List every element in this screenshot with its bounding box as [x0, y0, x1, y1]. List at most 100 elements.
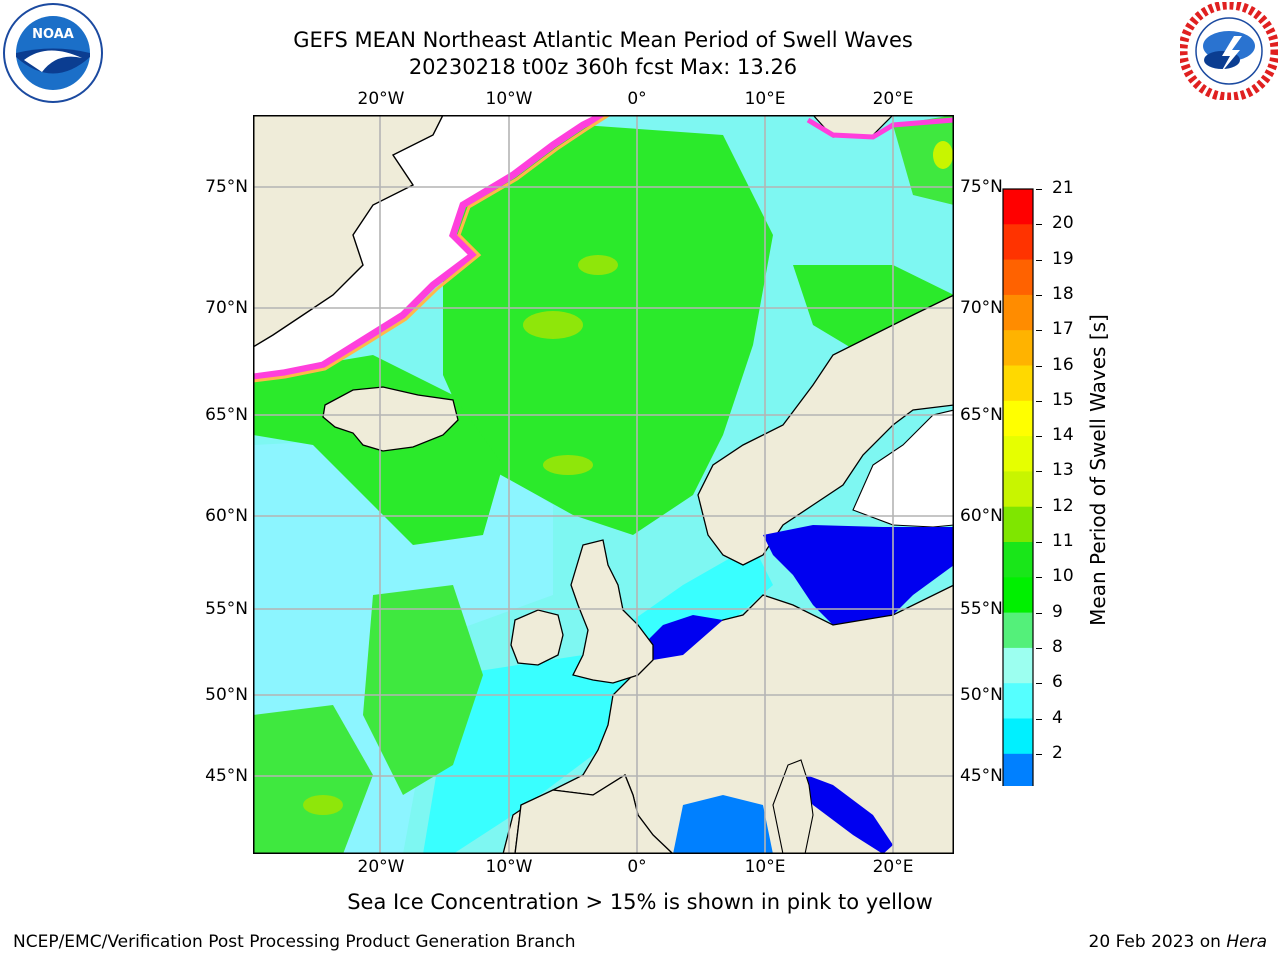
scandinavia-land	[697, 293, 955, 566]
lat-label-left: 70°N	[205, 298, 248, 318]
colorbar-segment	[1003, 612, 1033, 649]
colorbar-segment	[1003, 718, 1033, 755]
colorbar-tick-mark	[1036, 577, 1042, 579]
map-svg	[252, 111, 955, 855]
map-frame	[253, 115, 954, 854]
greenland-coast	[252, 114, 444, 348]
peak-zone	[523, 311, 583, 339]
lon-label-top: 10°E	[744, 89, 786, 109]
colorbar-segment	[1003, 224, 1033, 261]
colorbar-tick-label: 20	[1052, 213, 1074, 234]
lat-label-right: 60°N	[960, 506, 1003, 526]
lat-label-left: 75°N	[205, 177, 248, 197]
lat-label-left: 60°N	[205, 506, 248, 526]
ice-edge-inner	[252, 113, 610, 383]
green-zone	[433, 125, 773, 535]
lon-label-bottom: 20°E	[872, 857, 914, 877]
mediterranean-sea	[673, 795, 773, 854]
colorbar-tick-mark	[1036, 506, 1042, 508]
colorbar-segment	[1003, 577, 1033, 614]
lat-label-right: 55°N	[960, 599, 1003, 619]
colorbar-tick-mark	[1036, 189, 1042, 190]
colorbar-segment	[1003, 753, 1033, 790]
colorbar-segment	[1003, 436, 1033, 472]
footer-right: 20 Feb 2023 on Hera	[1089, 932, 1267, 952]
colorbar-svg	[1002, 188, 1034, 821]
ice-edge	[252, 111, 605, 381]
lon-label-top: 20°E	[872, 89, 914, 109]
lat-label-right: 65°N	[960, 405, 1003, 425]
lon-label-bottom: 10°E	[744, 857, 786, 877]
colorbar-tick-label: 13	[1052, 460, 1074, 481]
footer-host: Hera	[1226, 932, 1267, 952]
lat-label-left: 50°N	[205, 685, 248, 705]
peak-zone	[303, 795, 343, 815]
colorbar-tick-label: 19	[1052, 248, 1074, 269]
lon-label-top: 20°W	[357, 89, 405, 109]
ireland-land	[510, 609, 564, 666]
green-zone	[893, 115, 954, 205]
baltic-sea	[763, 525, 954, 625]
chart-title: GEFS MEAN Northeast Atlantic Mean Period…	[293, 28, 913, 52]
lon-label-top: 0°	[627, 89, 647, 109]
colorbar-tick-mark	[1036, 365, 1042, 367]
footer-date: 20 Feb 2023 on	[1088, 932, 1227, 952]
colorbar-tick-label: 17	[1052, 319, 1074, 340]
svalbard-ice-edge	[806, 117, 955, 140]
colorbar-segment	[1003, 471, 1033, 508]
great-britain-land	[570, 539, 654, 684]
noaa-logo: NOAA	[2, 2, 104, 104]
iberia-land	[514, 774, 675, 855]
colorbar-tick-mark	[1036, 683, 1042, 685]
green-zone	[253, 705, 373, 854]
lat-label-left: 65°N	[205, 405, 248, 425]
colorbar-tick-label: 16	[1052, 354, 1074, 375]
colorbar-segment	[1003, 400, 1033, 437]
lon-label-bottom: 10°W	[485, 857, 533, 877]
svg-text:NOAA: NOAA	[32, 27, 74, 42]
colorbar-tick-label: 9	[1052, 601, 1063, 622]
colorbar-tick-label: 15	[1052, 389, 1074, 410]
chart-subtitle: 20230218 t00z 360h fcst Max: 13.26	[408, 55, 798, 79]
colorbar-segment	[1003, 189, 1033, 225]
colorbar-tick-mark	[1036, 471, 1042, 473]
colorbar-segment	[1003, 330, 1033, 366]
colorbar-tick-label: 6	[1052, 672, 1063, 693]
lon-label-bottom: 0°	[627, 857, 647, 877]
lon-label-top: 10°W	[485, 89, 533, 109]
colorbar-segment	[1003, 294, 1033, 331]
colorbar-segment	[1003, 259, 1033, 296]
peak-zone	[543, 455, 593, 475]
colorbar-tick-label: 2	[1052, 742, 1063, 763]
green-zone	[363, 585, 483, 795]
colorbar-tick-mark	[1036, 436, 1042, 438]
colorbar-tick-mark	[1036, 612, 1042, 614]
colorbar-tick-mark	[1036, 753, 1042, 755]
colorbar-tick-mark	[1036, 224, 1042, 226]
lat-label-left: 55°N	[205, 599, 248, 619]
graticule	[253, 115, 954, 854]
colorbar-tick-label: 8	[1052, 636, 1063, 657]
lat-label-right: 50°N	[960, 685, 1003, 705]
colorbar-tick-mark	[1036, 259, 1042, 261]
colorbar-tick-label: 10	[1052, 566, 1074, 587]
lat-label-right: 45°N	[960, 766, 1003, 786]
peak-zone	[933, 141, 953, 169]
colorbar-tick-label: 11	[1052, 531, 1074, 551]
colorbar-tick-label: 12	[1052, 495, 1074, 516]
iceland-land	[322, 386, 459, 452]
footer-left: NCEP/EMC/Verification Post Processing Pr…	[13, 932, 576, 952]
nws-logo	[1178, 0, 1280, 102]
colorbar-tick-mark	[1036, 294, 1042, 296]
lat-label-left: 45°N	[205, 766, 248, 786]
colorbar-tick-mark	[1036, 718, 1042, 720]
lat-label-right: 75°N	[960, 177, 1003, 197]
sea-ice-note: Sea Ice Concentration > 15% is shown in …	[347, 890, 933, 914]
colorbar-segment	[1003, 506, 1033, 543]
colorbar-tick-label: 18	[1052, 283, 1074, 304]
adriatic-sea	[793, 770, 893, 854]
colorbar-label: Mean Period of Swell Waves [s]	[1086, 314, 1110, 626]
colorbar-segment	[1003, 647, 1033, 684]
map-panel	[252, 111, 955, 855]
colorbar-tick-mark	[1036, 330, 1042, 332]
